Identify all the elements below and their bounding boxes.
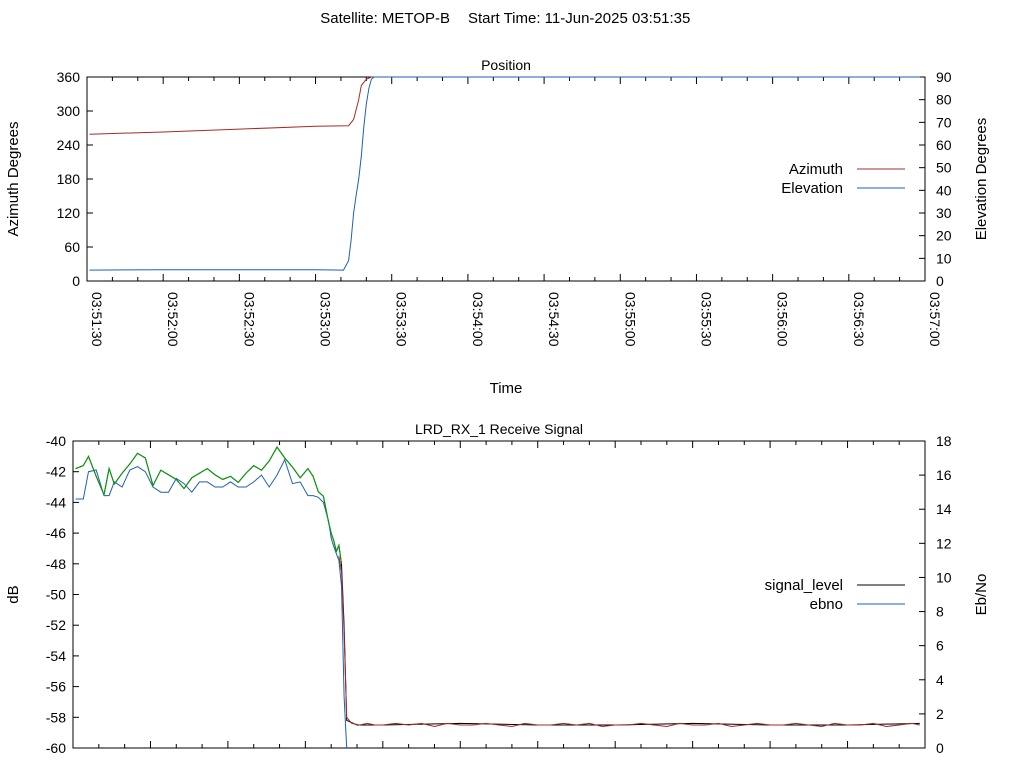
left-tick-label: -52: [46, 617, 66, 633]
left-tick-label: 300: [57, 103, 81, 119]
right-tick-label: 10: [936, 569, 952, 585]
right-tick-label: 40: [936, 182, 952, 198]
right-tick-label: 2: [936, 706, 944, 722]
right-tick-label: 0: [936, 740, 944, 756]
right-tick-label: 14: [936, 501, 952, 517]
y-axis-label-left: dB: [5, 585, 22, 603]
legend-label: ebno: [810, 596, 843, 613]
header-start-time: Start Time: 11-Jun-2025 03:51:35: [468, 10, 690, 27]
right-tick-label: 10: [936, 250, 952, 266]
position-chart: Position 0 60 120 180 240 300 360 0 10 20 30 40 50 60 7…: [5, 57, 990, 397]
legend-label: signal_level: [765, 577, 843, 594]
series-line-trace-2: [75, 446, 342, 564]
left-tick-label: 180: [57, 171, 81, 187]
x-axis-label: Time: [490, 380, 523, 397]
left-tick-label: -60: [46, 740, 66, 756]
legend-label: Elevation: [781, 180, 843, 197]
receive-signal-chart: LRD_RX_1 Receive Signal -60 -58 -56 -54 -52 -5…: [5, 421, 990, 756]
chart-title: LRD_RX_1 Receive Signal: [415, 421, 583, 437]
right-tick-label: 20: [936, 228, 952, 244]
right-tick-label: 4: [936, 672, 944, 688]
left-tick-label: 240: [57, 137, 81, 153]
left-tick-label: -58: [46, 709, 66, 725]
right-tick-label: 90: [936, 69, 952, 85]
right-tick-label: 70: [936, 114, 952, 130]
right-tick-label: 16: [936, 467, 952, 483]
x-tick-label: 03:55:30: [698, 292, 714, 347]
chart-title: Position: [481, 57, 531, 73]
x-tick-label: 03:56:00: [775, 292, 791, 347]
left-tick-label: -54: [46, 648, 66, 664]
left-tick-label: 360: [57, 69, 81, 85]
right-tick-label: 8: [936, 604, 944, 620]
left-tick-label: 0: [72, 273, 80, 289]
right-tick-label: 50: [936, 160, 952, 176]
x-tick-label: 03:55:00: [622, 292, 638, 347]
left-tick-label: -48: [46, 556, 66, 572]
right-tick-label: 12: [936, 535, 952, 551]
x-tick-label: 03:52:00: [165, 292, 181, 347]
plot-frame: [86, 76, 926, 282]
series-line-azimuth: [89, 76, 920, 135]
left-tick-label: -42: [46, 464, 66, 480]
x-tick-label: 03:53:30: [394, 292, 410, 347]
x-tick-label: 03:52:30: [241, 292, 257, 347]
left-tick-label: -56: [46, 679, 66, 695]
right-tick-label: 18: [936, 433, 952, 449]
series-line-elevation: [89, 76, 920, 271]
series-line-ebno: [75, 458, 348, 749]
left-tick-label: -50: [46, 587, 66, 603]
right-tick-label: 60: [936, 137, 952, 153]
left-tick-label: -44: [46, 494, 66, 510]
x-tick-label: 03:54:00: [470, 292, 486, 347]
y-axis-label-left: Azimuth Degrees: [5, 121, 22, 236]
right-tick-label: 6: [936, 638, 944, 654]
x-tick-label: 03:57:00: [927, 292, 943, 347]
right-tick-label: 80: [936, 92, 952, 108]
series-line-trace-3: [338, 556, 920, 728]
x-tick-label: 03:51:30: [89, 292, 105, 347]
y-axis-label-right: Eb/No: [973, 574, 990, 616]
x-tick-label: 03:54:30: [546, 292, 562, 347]
right-tick-label: 30: [936, 205, 952, 221]
left-tick-label: 60: [64, 239, 80, 255]
y-axis-label-right: Elevation Degrees: [973, 118, 990, 241]
x-tick-label: 03:56:30: [851, 292, 867, 347]
left-tick-label: -46: [46, 525, 66, 541]
right-tick-label: 0: [936, 273, 944, 289]
x-tick-label: 03:53:00: [318, 292, 334, 347]
plot-frame: [72, 440, 926, 749]
legend-label: Azimuth: [789, 161, 843, 178]
header-satellite: Satellite: METOP-B: [320, 10, 450, 27]
left-tick-label: -40: [46, 433, 66, 449]
left-tick-label: 120: [57, 205, 81, 221]
